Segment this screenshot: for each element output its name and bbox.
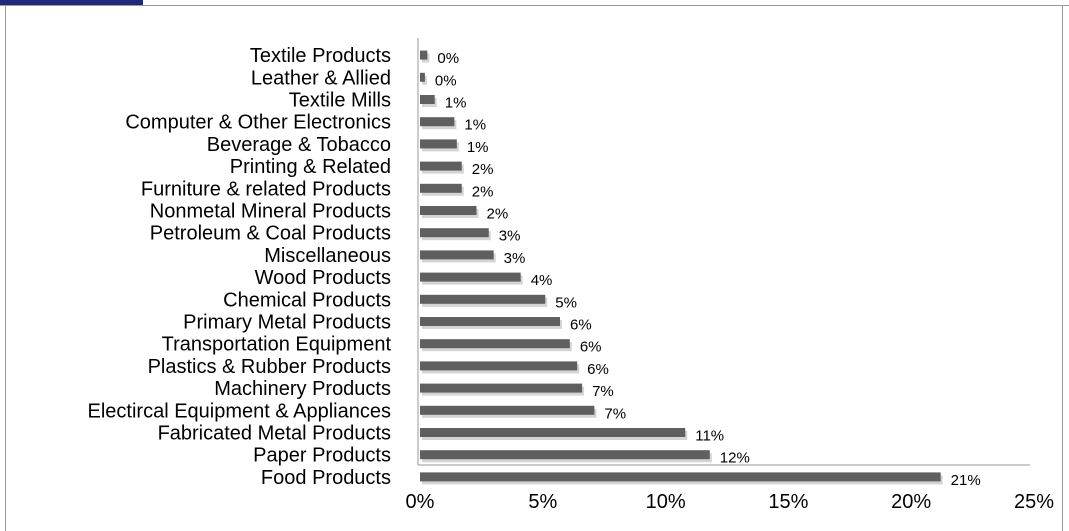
bar xyxy=(420,294,546,304)
frame-top-border xyxy=(0,5,1069,6)
frame-right-border xyxy=(1062,5,1063,531)
value-label: 3% xyxy=(504,250,526,267)
category-label: Computer & Other Electronics xyxy=(125,112,391,134)
x-tick-label: 15% xyxy=(768,491,808,513)
x-tick-label: 20% xyxy=(891,491,931,513)
category-label: Machinery Products xyxy=(214,378,391,400)
value-label: 6% xyxy=(587,361,609,378)
x-tick-label: 5% xyxy=(528,491,557,513)
x-tick-label: 25% xyxy=(1014,491,1054,513)
bar xyxy=(420,472,941,482)
category-label: Fabricated Metal Products xyxy=(158,423,391,445)
bar xyxy=(420,339,570,349)
value-label: 1% xyxy=(445,95,467,112)
category-label: Wood Products xyxy=(255,267,391,289)
value-label: 2% xyxy=(472,161,494,178)
bar xyxy=(420,161,462,171)
value-label: 5% xyxy=(555,294,577,311)
bar xyxy=(420,50,428,60)
bar xyxy=(420,272,521,282)
bar xyxy=(420,95,435,104)
category-label: Textile Products xyxy=(250,45,391,67)
bar xyxy=(420,428,686,437)
bar xyxy=(420,250,494,260)
value-label: 6% xyxy=(580,339,602,356)
category-label: Transportation Equipment xyxy=(162,334,392,356)
bar xyxy=(420,361,578,371)
category-label: Food Products xyxy=(261,467,391,489)
category-label: Primary Metal Products xyxy=(183,312,391,334)
category-label: Miscellaneous xyxy=(264,245,391,267)
category-label: Paper Products xyxy=(253,445,391,467)
value-label: 11% xyxy=(695,428,724,445)
value-label: 6% xyxy=(570,317,592,334)
category-label: Electircal Equipment & Appliances xyxy=(88,400,392,422)
bar xyxy=(420,206,477,215)
category-label: Plastics & Rubber Products xyxy=(148,356,391,378)
value-label: 21% xyxy=(951,472,981,489)
category-label: Printing & Related xyxy=(230,156,391,178)
category-label: Leather & Allied xyxy=(251,67,391,89)
value-label: 12% xyxy=(720,450,750,467)
bar xyxy=(420,228,489,238)
value-label: 0% xyxy=(437,50,459,67)
value-label: 1% xyxy=(467,139,489,156)
value-label: 4% xyxy=(531,272,553,289)
bar xyxy=(420,72,425,82)
value-label: 7% xyxy=(604,405,626,422)
bar xyxy=(420,383,583,393)
bar xyxy=(420,450,710,460)
category-label: Furniture & related Products xyxy=(141,178,391,200)
value-label: 2% xyxy=(472,183,494,200)
value-label: 0% xyxy=(435,72,457,89)
bar xyxy=(420,183,462,193)
bar xyxy=(420,317,560,326)
value-label: 3% xyxy=(499,228,521,245)
bar xyxy=(420,117,455,127)
value-label: 1% xyxy=(464,117,486,134)
bar xyxy=(420,139,457,149)
category-label: Beverage & Tobacco xyxy=(207,134,391,156)
value-label: 7% xyxy=(592,383,614,400)
category-label: Chemical Products xyxy=(223,289,391,311)
category-label: Petroleum & Coal Products xyxy=(150,223,391,245)
category-label: Nonmetal Mineral Products xyxy=(150,201,391,223)
frame-left-border xyxy=(5,5,6,531)
x-tick-label: 10% xyxy=(646,491,686,513)
category-label: Textile Mills xyxy=(289,90,391,112)
value-label: 2% xyxy=(486,206,508,223)
x-tick-label: 0% xyxy=(406,491,435,513)
figure-tab xyxy=(0,0,143,5)
bar xyxy=(420,405,595,415)
